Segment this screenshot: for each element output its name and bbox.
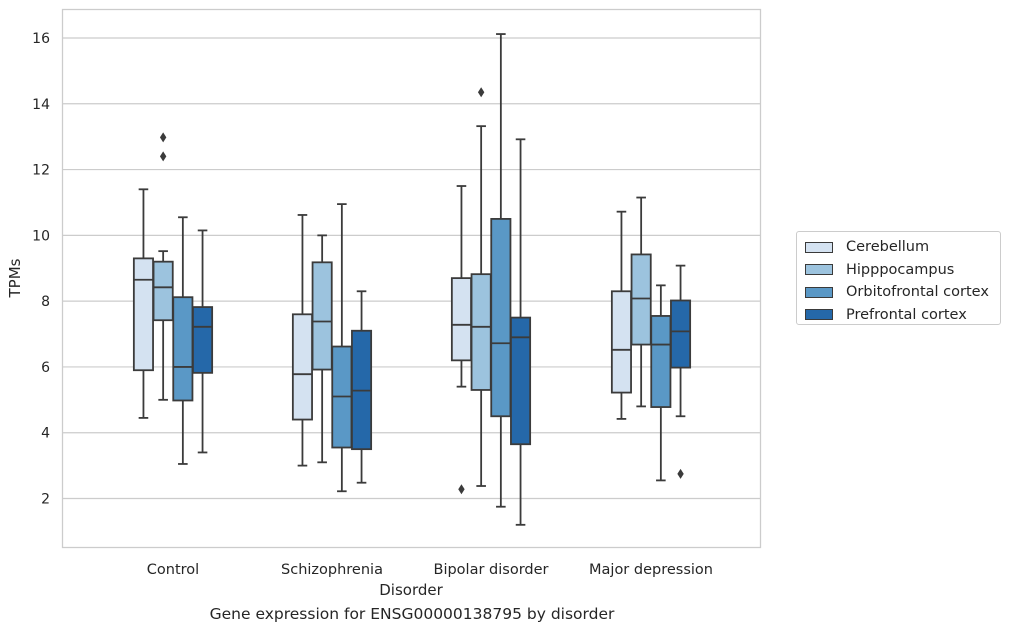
legend-swatch	[805, 241, 833, 253]
box-body	[650, 315, 672, 408]
box-prefrontal-cortex	[670, 264, 692, 479]
box-cerebellum	[610, 210, 632, 420]
box-hipppocampus	[311, 234, 333, 464]
box-body	[510, 316, 532, 446]
y-tick-label: 8	[41, 294, 50, 310]
legend-item: Cerebellum	[805, 236, 1000, 259]
box-marks	[132, 33, 692, 526]
box-body	[291, 313, 313, 421]
box-cerebellum	[132, 188, 154, 419]
legend-label: Orbitofrontal cortex	[846, 284, 989, 301]
legend-item: Prefrontal cortex	[805, 304, 1000, 327]
x-axis-label: Disorder	[379, 581, 443, 599]
box-prefrontal-cortex	[192, 229, 214, 454]
figure-caption: Gene expression for ENSG00000138795 by d…	[209, 605, 615, 623]
x-tick-label: Bipolar disorder	[434, 562, 549, 578]
y-tick-label: 12	[32, 163, 50, 179]
box-body	[132, 257, 154, 372]
x-tick-label: Schizophrenia	[281, 562, 383, 578]
y-tick-label: 14	[32, 97, 50, 113]
y-axis-label: TPMs	[6, 258, 24, 298]
box-prefrontal-cortex	[510, 138, 532, 526]
y-tick-label: 6	[41, 360, 50, 376]
box-body	[630, 253, 652, 346]
x-tick-label: Control	[147, 562, 199, 578]
outlier-point	[477, 87, 485, 98]
y-tick-label: 10	[32, 228, 50, 244]
plot-frame	[61, 8, 762, 549]
box-orbitofrontal-cortex	[650, 284, 672, 482]
legend-item: Orbitofrontal cortex	[805, 281, 1000, 304]
box-body	[490, 218, 512, 418]
legend-swatch	[805, 286, 833, 298]
box-body	[670, 299, 692, 369]
box-body	[152, 260, 174, 322]
box-body	[610, 290, 632, 394]
outlier-point	[159, 151, 167, 162]
box-orbitofrontal-cortex	[172, 216, 194, 465]
box-body	[192, 306, 214, 374]
box-orbitofrontal-cortex	[331, 203, 353, 493]
box-prefrontal-cortex	[351, 290, 373, 484]
legend-label: Prefrontal cortex	[846, 306, 967, 323]
outlier-point	[677, 468, 684, 479]
box-cerebellum	[291, 214, 313, 467]
box-cerebellum	[450, 185, 472, 495]
box-body	[450, 277, 472, 362]
x-tick-labels: Control Schizophrenia Bipolar disorder Majo…	[147, 562, 713, 578]
box-body	[172, 296, 194, 402]
y-tick-label: 16	[32, 31, 50, 47]
legend: Cerebellum Hipppocampus Orbitofrontal cort…	[796, 231, 1001, 325]
box-body	[311, 261, 333, 371]
box-hipppocampus	[152, 132, 174, 401]
legend-label: Hipppocampus	[846, 261, 955, 278]
y-tick-label: 2	[41, 492, 50, 508]
box-body	[470, 273, 492, 391]
legend-swatch	[805, 309, 833, 321]
x-tick-label: Major depression	[589, 562, 713, 578]
legend-item: Hipppocampus	[805, 259, 1000, 282]
legend-swatch	[805, 264, 833, 276]
y-tick-label: 4	[41, 426, 50, 442]
box-hipppocampus	[630, 196, 652, 408]
outlier-point	[458, 484, 465, 495]
box-hipppocampus	[470, 87, 492, 487]
box-orbitofrontal-cortex	[490, 33, 512, 508]
y-tick-labels: 2 4 6 8 10 12 14 16	[32, 31, 50, 508]
outlier-point	[159, 132, 167, 143]
legend-label: Cerebellum	[846, 239, 930, 256]
